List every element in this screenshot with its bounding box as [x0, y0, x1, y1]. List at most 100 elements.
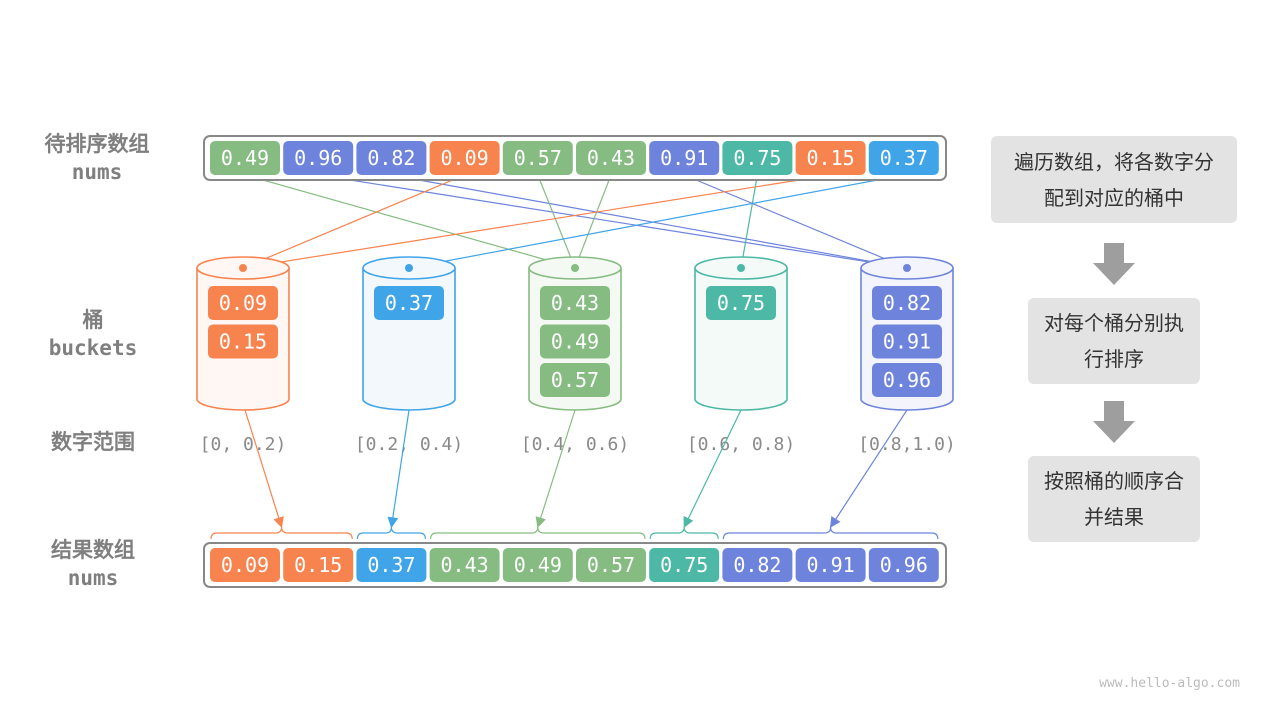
- assign-line: [318, 174, 908, 269]
- bucket-item-value: 0.49: [551, 330, 599, 354]
- step-2-text: 对每个桶分别执行排序: [1044, 311, 1184, 371]
- output-cell: 0.43: [429, 548, 500, 582]
- bucket-item-value: 0.15: [219, 330, 267, 354]
- input-cell-value: 0.15: [807, 146, 855, 170]
- bucket-range: [0.8,1.0): [858, 434, 956, 455]
- bucket-entry-dot: [239, 264, 247, 272]
- buckets-label: 桶 buckets: [28, 306, 158, 362]
- input-cell-bg: [210, 141, 280, 175]
- output-cell: 0.49: [502, 548, 573, 582]
- bucket-item-bg: [540, 324, 610, 359]
- output-cell-value: 0.49: [514, 553, 562, 577]
- output-cell-value: 0.09: [221, 553, 269, 577]
- output-cell: 0.91: [795, 548, 866, 582]
- assign-line: [242, 174, 831, 269]
- output-cell: 0.15: [283, 548, 354, 582]
- input-cell: 0.09: [429, 141, 500, 175]
- assign-line: [683, 174, 908, 269]
- output-cell-value: 0.75: [660, 553, 708, 577]
- output-cell-value: 0.91: [807, 553, 855, 577]
- down-arrow-icon: [1093, 401, 1135, 443]
- assign-line: [537, 174, 576, 269]
- bucket-item: 0.15: [208, 324, 278, 359]
- output-cell-bg: [649, 548, 720, 582]
- output-cell-bg: [429, 548, 500, 582]
- merge-arrow: [244, 409, 284, 529]
- bucket-entry-dot: [571, 264, 579, 272]
- bucket-item: 0.96: [872, 363, 942, 397]
- assign-line: [740, 174, 758, 269]
- bucket-range: [0.2, 0.4): [355, 434, 463, 455]
- bucket-item-bg: [208, 286, 278, 320]
- input-array-label: 待排序数组 nums: [32, 130, 162, 186]
- output-cell-bg: [356, 548, 427, 582]
- bucket-item-bg: [540, 363, 610, 397]
- bucket-item-bg: [872, 324, 942, 359]
- merge-arrow: [535, 409, 576, 529]
- output-cell: 0.37: [356, 548, 427, 582]
- bucket-entry-dot: [405, 264, 413, 272]
- bucket-range: [0.4, 0.6): [521, 434, 629, 455]
- watermark: www.hello-algo.com: [1099, 676, 1240, 691]
- output-array-label: 结果数组 nums: [28, 536, 158, 592]
- output-cell: 0.57: [576, 548, 646, 582]
- bucket-item-value: 0.96: [883, 368, 931, 392]
- bucket-item-bg: [540, 286, 610, 320]
- input-cell: 0.37: [868, 141, 939, 175]
- output-cell-value: 0.57: [587, 553, 635, 577]
- input-cell-value: 0.09: [441, 146, 489, 170]
- output-cell-value: 0.43: [441, 553, 489, 577]
- input-cell-bg: [576, 141, 646, 175]
- input-cell-value: 0.75: [733, 146, 781, 170]
- input-cell: 0.43: [576, 141, 646, 175]
- input-cell-bg: [722, 141, 793, 175]
- input-cell: 0.82: [356, 141, 427, 175]
- input-cell-bg: [356, 141, 427, 175]
- input-cell-value: 0.91: [660, 146, 708, 170]
- group-brace: [649, 526, 719, 540]
- bucket-1: [362, 256, 456, 411]
- input-cell-bg: [502, 141, 573, 175]
- bucket-item: 0.75: [706, 286, 776, 320]
- group-brace: [722, 526, 939, 540]
- input-cell-value: 0.96: [294, 146, 342, 170]
- bucket-item-value: 0.37: [385, 291, 433, 315]
- down-arrow-icon: [1093, 243, 1135, 285]
- output-cell: 0.75: [649, 548, 720, 582]
- input-cell-value: 0.43: [587, 146, 635, 170]
- merge-arrow: [830, 409, 908, 528]
- bucket-item-value: 0.82: [883, 291, 931, 315]
- bucket-item-value: 0.75: [717, 291, 765, 315]
- input-cell-bg: [795, 141, 866, 175]
- input-cell: 0.96: [283, 141, 354, 175]
- output-label-sub: nums: [67, 566, 119, 590]
- bucket-item-value: 0.91: [883, 330, 931, 354]
- bucket-item-bg: [872, 363, 942, 397]
- ranges-label-text: 数字范围: [51, 430, 135, 454]
- bucket-item-bg: [706, 286, 776, 320]
- bucket-entry-dot: [903, 264, 911, 272]
- bucket-item-bg: [374, 286, 444, 320]
- output-cell-bg: [210, 548, 280, 582]
- group-brace: [356, 526, 426, 540]
- input-cell-value: 0.49: [221, 146, 269, 170]
- input-cell-bg: [868, 141, 939, 175]
- bucket-range: [0, 0.2): [200, 434, 287, 455]
- output-cell-bg: [722, 548, 793, 582]
- input-cell: 0.15: [795, 141, 866, 175]
- step-3-box: 按照桶的顺序合并结果: [1028, 456, 1200, 542]
- step-2-box: 对每个桶分别执行排序: [1028, 298, 1200, 384]
- input-label-text: 待排序数组: [44, 132, 150, 156]
- bucket-item: 0.43: [540, 286, 610, 320]
- step-3-text: 按照桶的顺序合并结果: [1044, 469, 1184, 529]
- output-cell-bg: [502, 548, 573, 582]
- bucket-range: [0.6, 0.8): [687, 434, 795, 455]
- output-cell-value: 0.15: [294, 553, 342, 577]
- bucket-item-bg: [872, 286, 942, 320]
- bucket-entry-dot: [737, 264, 745, 272]
- group-brace: [210, 526, 353, 540]
- ranges-label: 数字范围: [28, 428, 158, 456]
- output-cell: 0.09: [210, 548, 280, 582]
- input-cell: 0.49: [210, 141, 280, 175]
- output-cell: 0.82: [722, 548, 793, 582]
